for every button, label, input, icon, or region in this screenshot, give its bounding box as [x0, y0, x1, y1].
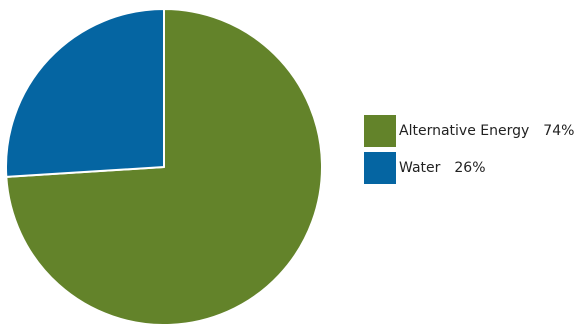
legend-item-water: Water 26%: [364, 151, 574, 184]
legend-swatch-water: [364, 151, 396, 184]
legend: Alternative Energy 74% Water 26%: [364, 114, 574, 188]
legend-label-alternative-energy: Alternative Energy: [399, 122, 530, 139]
legend-label-water: Water: [399, 159, 441, 176]
pie-slice-water: [5, 8, 165, 178]
legend-value-alternative-energy: 74%: [543, 122, 575, 139]
legend-swatch-alternative-energy: [364, 114, 396, 147]
legend-item-alternative-energy: Alternative Energy 74%: [364, 114, 574, 147]
legend-value-water: 26%: [454, 159, 486, 176]
